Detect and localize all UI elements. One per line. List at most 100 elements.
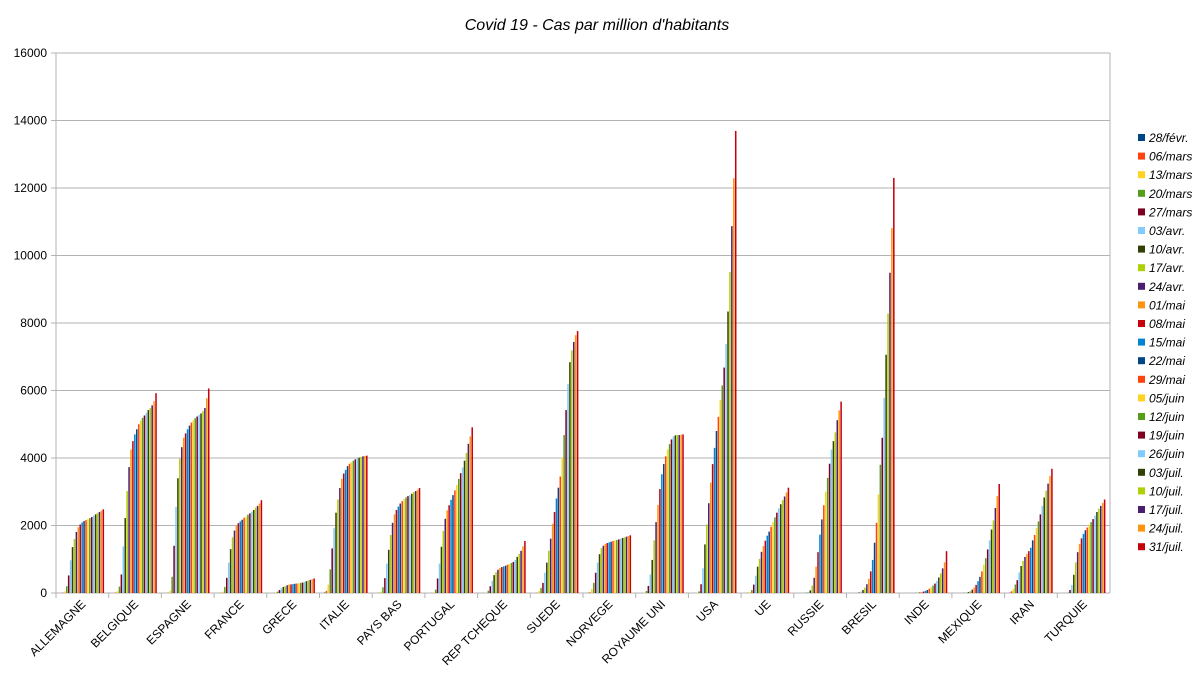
bar — [1080, 538, 1083, 593]
bar — [544, 572, 546, 593]
bar — [1078, 544, 1081, 593]
bar — [116, 591, 119, 593]
bar — [130, 449, 132, 593]
y-tick-label: 6000 — [20, 384, 47, 398]
bar — [341, 478, 343, 593]
bar — [382, 587, 384, 593]
bar — [356, 458, 358, 593]
bar — [292, 584, 294, 593]
bar — [998, 483, 1000, 593]
bar — [1076, 552, 1079, 593]
legend: 28/févr. 06/mars 13/mars 20/mars 27/mars 03/a… — [1138, 131, 1192, 554]
x-tick-label: BRESIL — [839, 597, 879, 637]
bar — [1014, 584, 1017, 593]
bar — [280, 588, 283, 593]
bar — [612, 541, 614, 593]
bar — [94, 514, 97, 593]
bar — [676, 435, 679, 593]
bar — [237, 523, 240, 593]
bar — [122, 546, 125, 593]
bar — [465, 452, 468, 593]
x-tick-label: IRAN — [1007, 597, 1037, 627]
x-tick-label: NORVEGE — [563, 597, 615, 649]
legend-label: 10/avr. — [1149, 243, 1185, 257]
bar — [600, 548, 603, 593]
y-tick-label: 16000 — [14, 46, 48, 60]
bar — [457, 478, 460, 593]
bar — [779, 504, 782, 593]
bar — [561, 457, 563, 593]
bar — [245, 516, 247, 593]
legend-label: 12/juin — [1149, 410, 1185, 424]
bar — [452, 495, 454, 594]
legend-label: 20/mars — [1148, 187, 1192, 201]
legend-label: 31/juil. — [1149, 540, 1184, 554]
bar — [173, 545, 175, 593]
bar — [754, 575, 757, 593]
bar — [547, 550, 550, 593]
x-tick-label: BELGIQUE — [88, 597, 141, 650]
bar — [192, 420, 195, 593]
legend-label: 26/juin — [1148, 447, 1185, 461]
legend-swatch — [1138, 282, 1145, 290]
bar — [151, 405, 153, 593]
bar — [512, 561, 515, 593]
bar — [71, 547, 74, 593]
bar — [589, 592, 591, 593]
bar — [222, 591, 224, 593]
legend-label: 29/mai — [1148, 373, 1185, 387]
bar — [594, 572, 597, 593]
bar — [278, 589, 281, 593]
bar — [708, 503, 710, 593]
bar — [358, 457, 360, 593]
bar — [380, 591, 382, 593]
bar — [501, 567, 503, 593]
bar — [87, 519, 89, 593]
bar — [838, 410, 840, 593]
bar — [661, 474, 663, 593]
bar — [416, 489, 419, 593]
bar — [1103, 499, 1106, 593]
bar — [606, 543, 608, 593]
bar — [384, 578, 386, 593]
legend-swatch — [1138, 245, 1145, 253]
legend-swatch — [1138, 301, 1145, 309]
x-tick-label: ESPAGNE — [144, 597, 194, 647]
bar — [147, 410, 150, 593]
bar — [787, 487, 790, 593]
legend-swatch — [1138, 431, 1145, 439]
bar — [502, 566, 505, 593]
bar — [1084, 530, 1087, 593]
bar — [436, 578, 439, 593]
bar — [573, 341, 575, 593]
bar — [387, 549, 390, 593]
bar — [571, 350, 573, 593]
bar — [781, 500, 784, 593]
bar — [459, 473, 462, 593]
bar — [204, 408, 206, 593]
bar — [514, 559, 517, 593]
bar — [943, 562, 946, 593]
bar — [567, 384, 569, 593]
bar — [830, 449, 833, 593]
bar — [190, 422, 193, 593]
bar — [299, 582, 302, 594]
bar — [344, 469, 347, 593]
bar — [241, 519, 243, 593]
bar — [522, 546, 524, 593]
bar — [785, 492, 788, 593]
bar — [448, 505, 450, 593]
bar — [75, 531, 78, 593]
bar — [456, 485, 458, 593]
bar — [454, 490, 456, 593]
bar — [834, 432, 837, 593]
legend-label: 27/mars — [1148, 205, 1192, 219]
x-tick-label: GRECE — [259, 597, 299, 637]
bar — [114, 592, 117, 593]
bar — [243, 517, 245, 593]
bar — [1090, 522, 1092, 594]
bar — [1016, 580, 1019, 593]
x-tick-label: TURQUIE — [1042, 597, 1090, 645]
bar — [647, 585, 650, 593]
